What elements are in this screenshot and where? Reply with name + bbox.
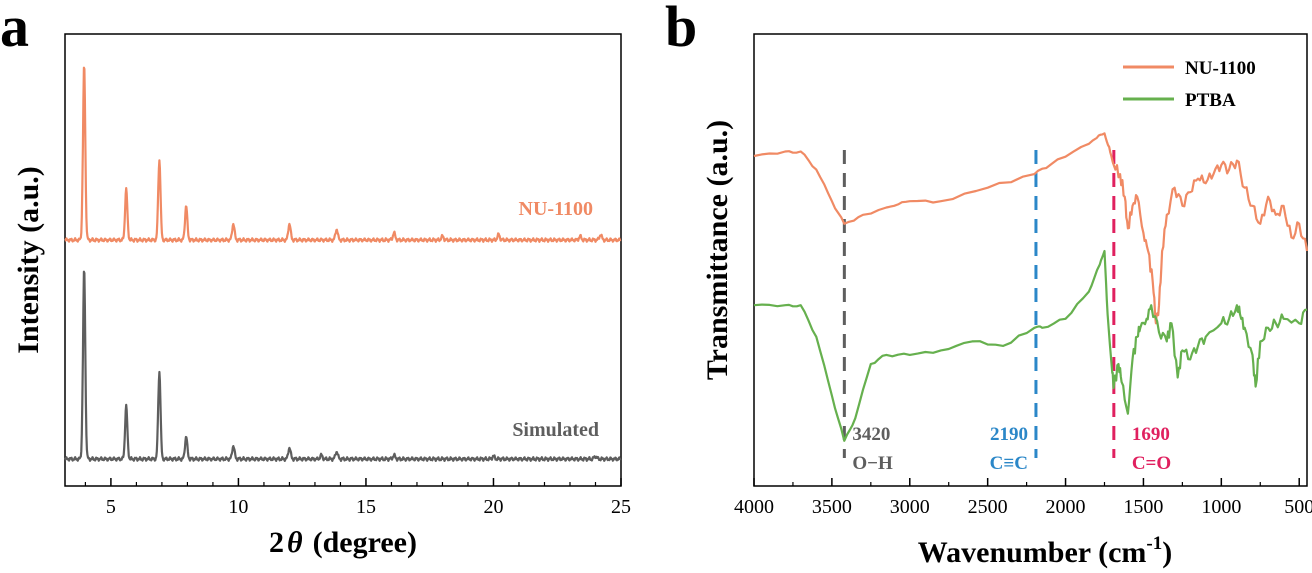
x-axis-title-unit: (degree)	[313, 526, 417, 559]
panel-b-legend: NU-1100 PTBA	[1123, 58, 1256, 111]
annotation-bond-3420: O−H	[852, 453, 893, 474]
annotation-value-3420: 3420	[852, 424, 890, 445]
panel-a-x-ticks: 5 10 15 20 25	[84, 478, 631, 518]
panel-b-x-tick-label: 4000	[734, 496, 774, 518]
x-axis-title-prefix: 2	[269, 526, 284, 559]
panel-a-x-tick-label: 5	[106, 496, 116, 518]
panel-a-plot-frame	[64, 33, 622, 487]
panel-a-x-tick-label: 25	[611, 496, 631, 518]
panel-b-x-tick-label: 3500	[812, 496, 852, 518]
panel-b-x-tick-label: 3000	[890, 496, 930, 518]
panel-b-x-tick-label: 2000	[1046, 496, 1086, 518]
panel-a-y-axis-title: Intensity (a.u.)	[12, 166, 45, 354]
series-line-ptba	[753, 249, 1308, 442]
panel-b-x-tick-label: 2500	[968, 496, 1008, 518]
panel-b-annotations: 3420 O−H 2190 C≡C 1690 C=O	[842, 150, 1171, 474]
annotation-value-2190: 2190	[990, 424, 1028, 445]
panel-b: b 4000 3500 3000 2500 2000 1500 1000 500 3420 O−…	[665, 0, 1312, 569]
panel-b-x-ticks: 4000 3500 3000 2500 2000 1500 1000 500	[734, 478, 1312, 518]
panel-a-x-tick-label: 10	[228, 496, 248, 518]
panel-b-x-tick-label: 1500	[1123, 496, 1163, 518]
panel-b-letter: b	[665, 0, 697, 59]
x-axis-title-close: )	[1162, 536, 1172, 569]
panel-a: a 5 10 15 20 25 NU-1100 Simulated 2 θ (degree)…	[0, 0, 631, 559]
series-label-nu1100: NU-1100	[519, 198, 593, 220]
x-axis-title-superscript: -1	[1146, 533, 1162, 554]
panel-a-series-lines	[64, 66, 622, 462]
panel-a-letter: a	[0, 0, 29, 59]
series-line-simulated	[64, 270, 622, 462]
series-line-nu1100	[753, 132, 1309, 325]
annotation-bond-1690: C=O	[1132, 453, 1171, 474]
panel-b-y-axis-title: Transmittance (a.u.)	[701, 120, 734, 380]
x-axis-title-main: Wavenumber (cm	[918, 536, 1147, 569]
legend-label-ptba: PTBA	[1185, 90, 1236, 111]
x-axis-title-theta: θ	[287, 526, 303, 559]
panel-b-plot-frame	[753, 33, 1308, 487]
annotation-bond-2190: C≡C	[990, 453, 1028, 474]
panel-b-x-tick-label: 1000	[1201, 496, 1241, 518]
series-label-simulated: Simulated	[512, 419, 599, 441]
panel-a-x-tick-label: 15	[356, 496, 376, 518]
legend-label-nu1100: NU-1100	[1185, 58, 1256, 79]
annotation-value-1690: 1690	[1132, 424, 1170, 445]
panel-b-series-lines	[753, 132, 1309, 442]
series-line-nu1100	[64, 66, 622, 243]
panel-a-x-tick-label: 20	[483, 496, 503, 518]
panel-b-x-tick-label: 500	[1284, 496, 1312, 518]
panel-b-x-axis-title: Wavenumber (cm-1)	[918, 533, 1172, 569]
panel-a-x-axis-title: 2 θ (degree)	[269, 526, 417, 559]
